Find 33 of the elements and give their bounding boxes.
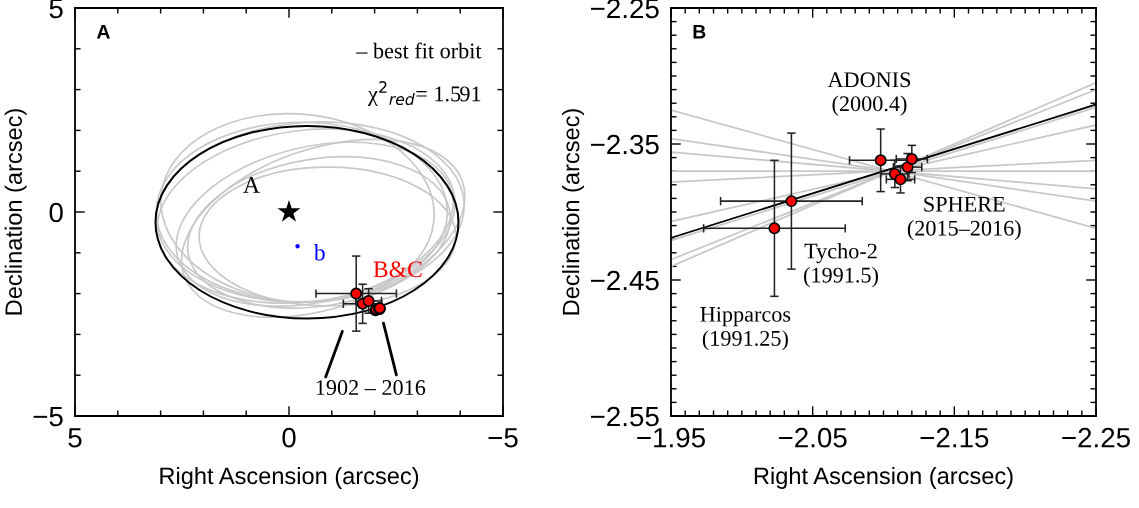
y-tick-label: −5 [33, 406, 63, 427]
annotation: SPHERE (2015–2016) [907, 196, 1021, 241]
annotation: Tycho-2 (1991.5) [804, 242, 878, 288]
annotation: A [96, 25, 110, 39]
annotation: 1902 – 2016 [316, 380, 426, 396]
y-axis-title: Declination (arcsec) [4, 109, 27, 315]
x-axis-title: Right Ascension (arcsec) [754, 466, 1013, 489]
annotation: B [693, 25, 706, 39]
x-tick-label: −1.95 [637, 427, 705, 448]
series-label: B&C [373, 261, 422, 278]
annotation: ADONIS (2000.4) [827, 72, 911, 116]
series-label: b [313, 243, 325, 261]
x-tick-label: 5 [68, 428, 82, 448]
point [785, 195, 798, 208]
x-tick-label: −2.05 [778, 427, 847, 448]
x-tick-label: −5 [488, 428, 518, 448]
annotation: χ$^{2}$$_{red}$= 1.591 [368, 81, 481, 106]
y-tick-label: −2.45 [590, 270, 659, 291]
annotation: – best fit orbit [356, 42, 482, 59]
point [874, 154, 887, 167]
annotation: Hipparcos (1991.25) [700, 306, 791, 351]
y-tick-label: −2.55 [590, 406, 659, 427]
y-axis-title: Declination (arcsec) [562, 109, 585, 315]
x-axis-title: Right Ascension (arcsec) [160, 466, 419, 489]
y-tick-label: −2.35 [590, 134, 659, 155]
x-tick-label: −2.15 [920, 427, 989, 448]
point [768, 222, 781, 235]
series-label: A [243, 177, 260, 193]
point [905, 152, 918, 165]
x-tick-label: 0 [282, 427, 296, 448]
x-tick-label: −2.25 [1062, 427, 1130, 448]
y-tick-label: 0 [49, 202, 63, 223]
point [894, 173, 907, 186]
